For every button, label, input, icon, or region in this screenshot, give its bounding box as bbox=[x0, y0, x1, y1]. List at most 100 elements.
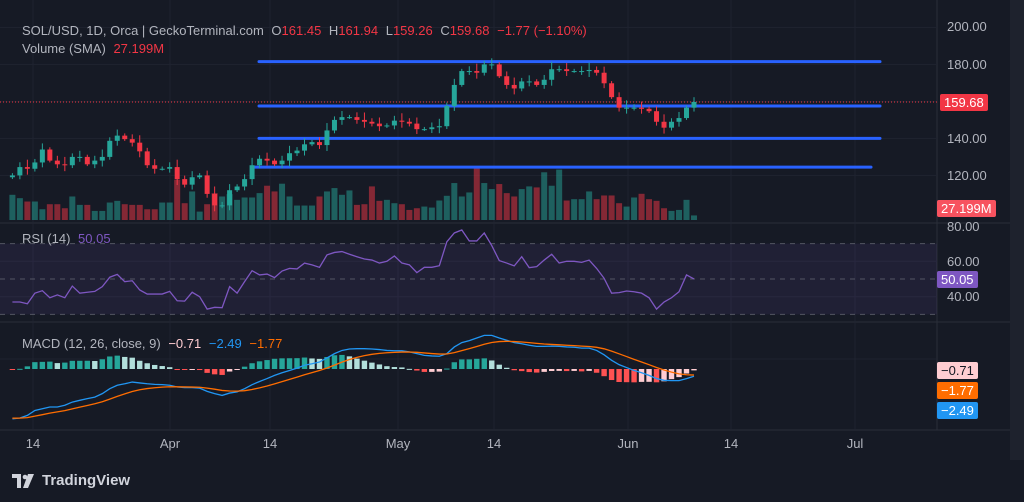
macd-histogram-bar bbox=[84, 360, 90, 369]
macd-histogram-bar bbox=[414, 369, 420, 371]
candle-body bbox=[24, 167, 30, 169]
symbol-title[interactable]: SOL/USD, 1D, Orca | GeckoTerminal.com bbox=[22, 23, 264, 38]
volume-bar bbox=[601, 195, 608, 220]
volume-bar bbox=[496, 184, 503, 220]
volume-bar bbox=[338, 194, 345, 220]
macd-histogram-bar bbox=[406, 368, 413, 370]
volume-bar bbox=[578, 199, 585, 220]
candle-body bbox=[436, 126, 442, 128]
volume-bar bbox=[616, 203, 623, 220]
candle-body bbox=[204, 175, 210, 194]
tradingview-logo[interactable]: TradingView bbox=[12, 472, 130, 489]
candle-body bbox=[489, 64, 495, 66]
low-label: L bbox=[385, 23, 393, 38]
volume-bar bbox=[413, 208, 420, 220]
candle-body bbox=[466, 71, 472, 73]
volume-bar bbox=[294, 205, 301, 220]
volume-bar bbox=[421, 206, 428, 220]
volume-bar bbox=[668, 210, 675, 220]
volume-bar bbox=[376, 200, 383, 220]
candle-body bbox=[174, 167, 180, 180]
volume-bar bbox=[406, 209, 413, 220]
rsi-label[interactable]: RSI (14) bbox=[22, 231, 71, 246]
candle-body bbox=[354, 117, 360, 120]
rsi-tag: 50.05 bbox=[937, 271, 978, 288]
volume-bar bbox=[361, 204, 368, 220]
volume-bar bbox=[286, 196, 293, 220]
macd-histogram-bar bbox=[638, 369, 645, 382]
candle-body bbox=[99, 156, 105, 161]
macd-histogram-bar bbox=[286, 358, 293, 369]
macd-histogram-bar bbox=[47, 361, 53, 369]
candle-body bbox=[541, 79, 547, 85]
volume-bar bbox=[473, 167, 480, 220]
right-margin bbox=[1010, 0, 1024, 460]
candle-body bbox=[69, 156, 75, 166]
volume-bar bbox=[159, 202, 166, 220]
candle-body bbox=[421, 129, 427, 131]
macd-histogram-bar bbox=[271, 358, 278, 369]
volume-bar bbox=[9, 194, 16, 220]
rsi-tick: 40.00 bbox=[947, 289, 980, 304]
candle-body bbox=[646, 108, 652, 112]
macd-label[interactable]: MACD (12, 26, close, 9) bbox=[22, 336, 161, 351]
time-tick: 14 bbox=[486, 436, 502, 451]
candle-body bbox=[481, 64, 487, 73]
close-label: C bbox=[440, 23, 450, 38]
volume-bar bbox=[166, 202, 173, 220]
macd-signal-value: −1.77 bbox=[249, 336, 283, 351]
macd-histogram-bar bbox=[77, 360, 83, 369]
macd-histogram-bar bbox=[481, 358, 487, 369]
macd-line-value: −2.49 bbox=[208, 336, 242, 351]
last-price-tag: 159.68 bbox=[940, 94, 988, 111]
candle-body bbox=[84, 156, 90, 165]
volume-bar bbox=[271, 191, 278, 220]
candle-body bbox=[17, 167, 23, 176]
candle-body bbox=[137, 142, 143, 152]
volume-tag: 27.199M bbox=[937, 200, 996, 217]
macd-histogram-bar bbox=[324, 357, 330, 369]
volume-bar bbox=[608, 195, 615, 220]
macd-histogram-bar bbox=[459, 359, 465, 369]
candle-body bbox=[189, 177, 195, 185]
macd-histogram-bar bbox=[331, 355, 338, 369]
volume-bar bbox=[526, 186, 533, 220]
macd-histogram-bar bbox=[234, 369, 240, 370]
volume-bar bbox=[638, 193, 645, 220]
volume-label[interactable]: Volume (SMA) bbox=[22, 41, 106, 56]
candle-body bbox=[579, 71, 585, 73]
low-value: 159.26 bbox=[392, 23, 433, 38]
candle-body bbox=[586, 69, 592, 72]
candle-body bbox=[376, 123, 382, 127]
macd-signal-tag: −1.77 bbox=[937, 382, 978, 399]
volume-bar bbox=[451, 183, 458, 220]
macd-histogram-bar bbox=[129, 357, 135, 369]
volume-bar bbox=[518, 189, 525, 220]
macd-histogram-bar bbox=[369, 362, 375, 369]
high-label: H bbox=[328, 23, 339, 38]
macd-histogram-bar bbox=[586, 369, 592, 371]
candle-body bbox=[661, 121, 667, 128]
candle-body bbox=[114, 135, 120, 141]
candle-body bbox=[249, 165, 255, 180]
macd-histogram-bar bbox=[691, 369, 697, 371]
candle-body bbox=[257, 158, 263, 166]
time-tick: Jul bbox=[846, 436, 864, 451]
macd-histogram-bar bbox=[601, 369, 607, 377]
macd-histogram-bar bbox=[541, 369, 547, 372]
macd-legend: MACD (12, 26, close, 9) −0.71 −2.49 −1.7… bbox=[22, 336, 286, 351]
volume-bar bbox=[541, 172, 548, 220]
volume-bar bbox=[174, 179, 181, 220]
candle-body bbox=[92, 160, 98, 165]
macd-histogram-bar bbox=[144, 363, 150, 369]
macd-histogram-bar bbox=[241, 366, 248, 369]
candle-body bbox=[122, 135, 128, 140]
candle-body bbox=[564, 69, 570, 72]
volume-bar bbox=[488, 189, 495, 220]
macd-histogram-bar bbox=[444, 368, 450, 370]
candle-body bbox=[429, 127, 435, 130]
price-tick: 180.00 bbox=[947, 57, 987, 72]
macd-histogram-bar bbox=[196, 369, 203, 371]
macd-histogram-bar bbox=[24, 366, 31, 369]
